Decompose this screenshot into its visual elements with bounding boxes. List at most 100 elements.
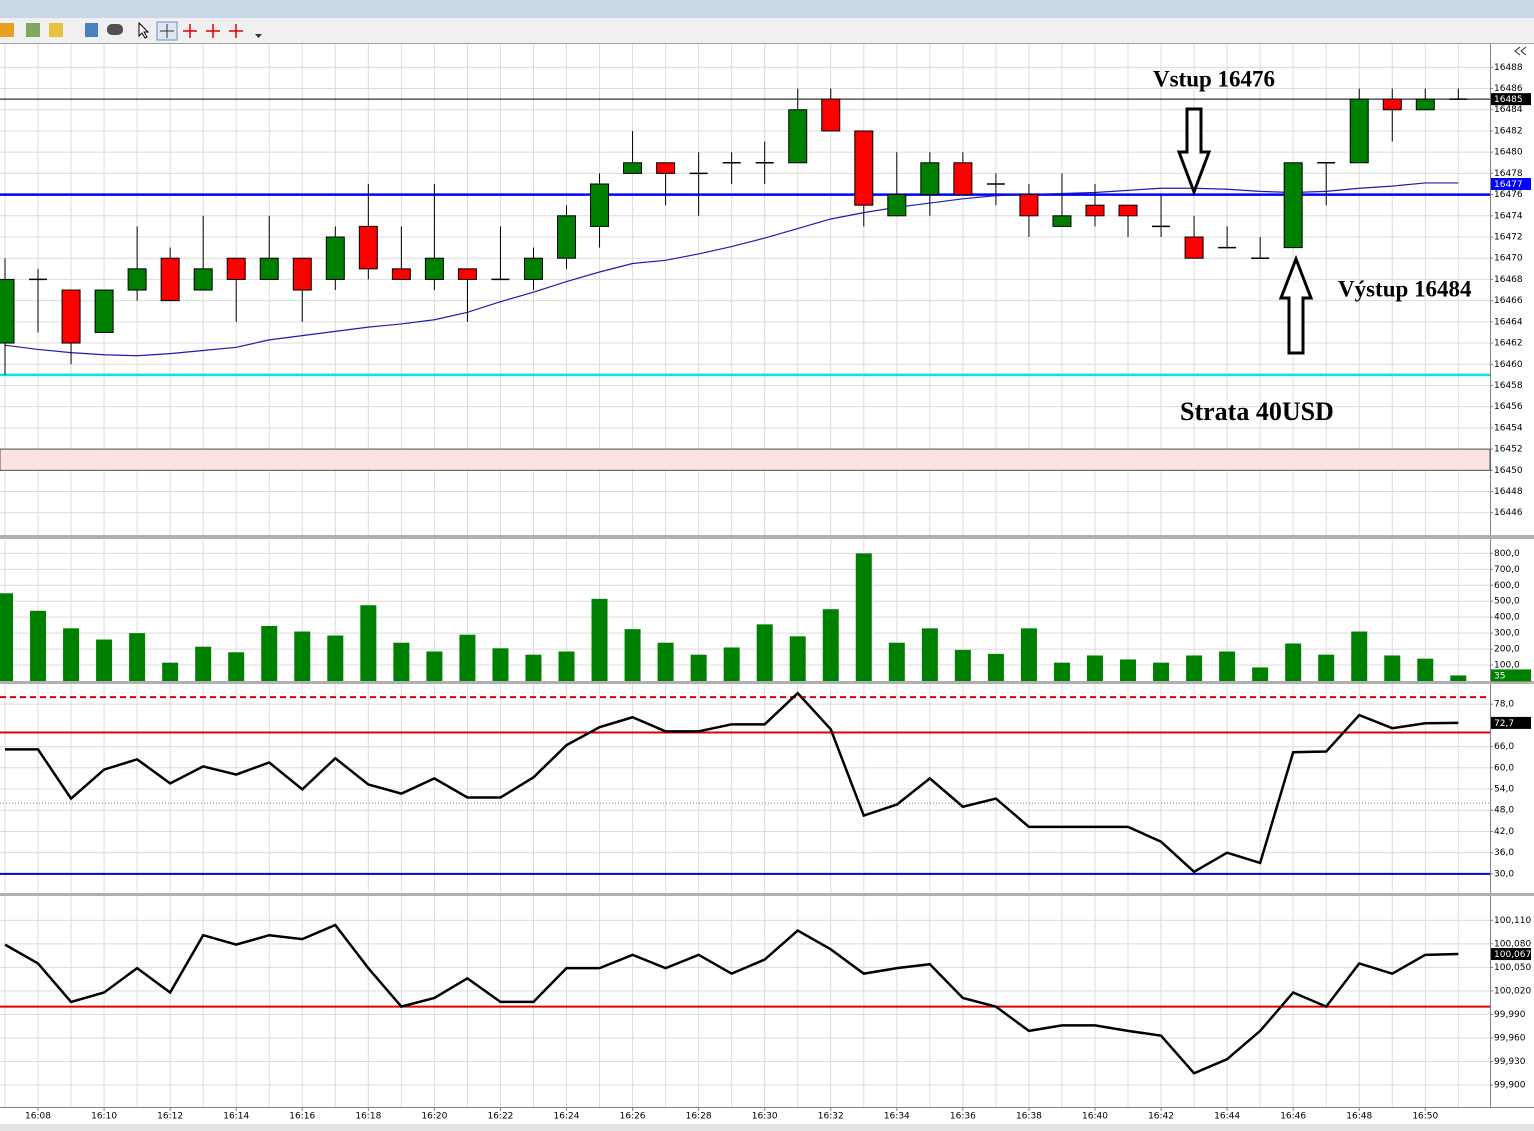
x-tick-label: 16:32 xyxy=(818,1112,844,1122)
value-marker xyxy=(1491,948,1531,961)
volume-bar xyxy=(1417,658,1434,681)
value-marker-label: 35 xyxy=(1494,671,1505,681)
y-tick-label: 16470 xyxy=(1494,254,1523,264)
volume-bar xyxy=(129,633,146,681)
y-tick-label: 16468 xyxy=(1494,275,1523,285)
y-tick-label: 36,0 xyxy=(1494,848,1514,858)
x-tick-label: 16:48 xyxy=(1346,1112,1372,1122)
value-marker xyxy=(1491,669,1531,682)
crosshair-icon xyxy=(160,24,174,38)
entry-arrow xyxy=(1176,107,1212,197)
candle-body xyxy=(1085,204,1105,217)
tool-icon[interactable] xyxy=(85,23,98,37)
alert-icon[interactable] xyxy=(49,23,63,37)
candle-body xyxy=(557,215,577,259)
y-tick-label: 100,080 xyxy=(1494,939,1531,949)
value-marker xyxy=(1491,93,1531,106)
volume-bar xyxy=(1120,659,1137,681)
volume-bar xyxy=(294,631,311,681)
y-tick-label: 16472 xyxy=(1494,233,1523,243)
y-tick-label: 16456 xyxy=(1494,402,1523,412)
volume-bar xyxy=(1252,667,1269,681)
volume-bar xyxy=(789,636,806,681)
volume-bar xyxy=(1086,655,1103,681)
x-tick-label: 16:50 xyxy=(1412,1112,1438,1122)
y-tick-label: 600,0 xyxy=(1494,581,1520,591)
zone xyxy=(0,448,1491,471)
crosshair-icon[interactable] xyxy=(229,24,243,38)
y-tick-label: 700,0 xyxy=(1494,565,1520,575)
candle-body xyxy=(160,257,180,302)
y-tick-label: 60,0 xyxy=(1494,763,1514,773)
volume-bar xyxy=(954,649,971,681)
candle-body xyxy=(953,162,973,196)
x-tick-label: 16:42 xyxy=(1148,1112,1174,1122)
candle-body xyxy=(193,268,213,291)
volume-bar xyxy=(459,634,476,681)
y-tick-label: 800,0 xyxy=(1494,549,1520,559)
y-tick-label: 16480 xyxy=(1494,148,1523,158)
candle-body xyxy=(887,194,907,217)
grid-layer xyxy=(0,44,1490,1107)
crosshair-icon[interactable] xyxy=(206,24,220,38)
candle-body xyxy=(656,162,676,174)
x-tick-label: 16:16 xyxy=(289,1112,315,1122)
pointer-icon[interactable] xyxy=(138,21,150,39)
candle-body xyxy=(1415,98,1435,111)
y-tick-label: 16452 xyxy=(1494,445,1523,455)
panel-separator xyxy=(0,681,1534,684)
toolbar xyxy=(0,18,1534,44)
y-tick-label: 100,050 xyxy=(1494,963,1531,973)
candle-body xyxy=(1283,162,1303,249)
y-tick-label: 16460 xyxy=(1494,360,1523,370)
tool-icon[interactable] xyxy=(107,24,123,35)
y-tick-label: 16486 xyxy=(1494,84,1523,94)
volume-bar xyxy=(63,628,80,681)
collapse-icon[interactable] xyxy=(1514,46,1527,56)
candle-body xyxy=(523,257,543,280)
candle-body xyxy=(391,268,411,280)
scrollbar[interactable] xyxy=(0,1124,1534,1131)
y-tick-label: 16450 xyxy=(1494,466,1523,476)
chart-icon[interactable] xyxy=(0,23,14,37)
x-tick-label: 16:34 xyxy=(884,1112,910,1122)
indicator-line xyxy=(5,691,1459,874)
x-tick-label: 16:20 xyxy=(421,1112,447,1122)
volume-bar xyxy=(96,639,113,681)
y-tick-label: 100,0 xyxy=(1494,661,1520,671)
tool-icon[interactable] xyxy=(26,23,40,37)
y-tick-label: 16482 xyxy=(1494,126,1523,136)
x-tick-label: 16:26 xyxy=(620,1112,646,1122)
y-tick-label: 100,110 xyxy=(1494,916,1531,926)
value-marker-label: 16485 xyxy=(1494,95,1523,105)
volume-bar xyxy=(756,624,773,681)
candle-body xyxy=(1184,236,1204,259)
y-tick-label: 400,0 xyxy=(1494,613,1520,623)
y-tick-label: 16484 xyxy=(1494,105,1523,115)
volume-bar xyxy=(822,609,839,681)
candle-body xyxy=(424,257,444,280)
annotation: Výstup 16484 xyxy=(1338,276,1472,301)
candle-body xyxy=(1382,98,1402,111)
y-tick-label: 200,0 xyxy=(1494,645,1520,655)
crosshair-icon[interactable] xyxy=(183,24,197,38)
volume-bar xyxy=(987,653,1004,681)
value-marker xyxy=(1491,177,1531,190)
y-tick-label: 300,0 xyxy=(1494,629,1520,639)
y-tick-label: 78,0 xyxy=(1494,700,1514,710)
y-tick-label: 66,0 xyxy=(1494,742,1514,752)
volume-bar xyxy=(228,652,245,681)
value-marker-label: 100,067 xyxy=(1494,950,1531,960)
candle-body xyxy=(1052,215,1072,227)
volume-bar xyxy=(855,553,872,681)
exit-arrow xyxy=(1278,254,1314,355)
overflow-icon[interactable] xyxy=(255,34,262,38)
volume-bar xyxy=(921,628,938,681)
y-tick-label: 99,930 xyxy=(1494,1057,1526,1067)
x-tick-label: 16:40 xyxy=(1082,1112,1108,1122)
volume-bar xyxy=(624,629,641,681)
y-tick-label: 100,020 xyxy=(1494,986,1531,996)
volume-bar xyxy=(492,648,509,681)
